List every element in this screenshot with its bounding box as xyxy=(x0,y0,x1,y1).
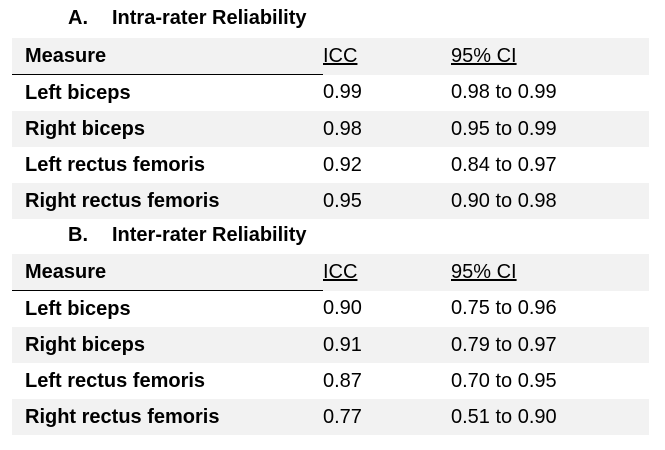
intra-rater-table: Measure ICC 95% CI Left biceps 0.99 0.98… xyxy=(12,38,649,219)
table-row: Left rectus femoris 0.87 0.70 to 0.95 xyxy=(12,363,649,399)
row-measure: Right biceps xyxy=(25,333,146,356)
row-icc: 0.87 xyxy=(323,369,362,392)
section-a-letter: A. xyxy=(68,7,88,29)
header-icc-cell: ICC xyxy=(323,254,451,291)
row-measure: Right biceps xyxy=(25,117,146,140)
table-row: Right rectus femoris 0.95 0.90 to 0.98 xyxy=(12,183,649,219)
header-measure: Measure xyxy=(25,260,107,283)
row-ci: 0.95 to 0.99 xyxy=(451,117,557,140)
row-ci: 0.79 to 0.97 xyxy=(451,333,557,356)
table-header-row: Measure ICC 95% CI xyxy=(12,38,649,75)
row-icc: 0.98 xyxy=(323,117,362,140)
row-measure: Right rectus femoris xyxy=(25,189,220,212)
row-ci: 0.51 to 0.90 xyxy=(451,405,557,428)
header-ci-cell: 95% CI xyxy=(451,254,649,291)
table-row: Left rectus femoris 0.92 0.84 to 0.97 xyxy=(12,147,649,183)
header-icc-cell: ICC xyxy=(323,38,451,75)
row-icc: 0.99 xyxy=(323,81,362,104)
row-ci: 0.84 to 0.97 xyxy=(451,153,557,176)
header-icc: ICC xyxy=(323,44,358,67)
row-measure: Left rectus femoris xyxy=(25,153,206,176)
header-ci: 95% CI xyxy=(451,260,517,283)
row-measure: Left biceps xyxy=(25,81,131,104)
table-header-row: Measure ICC 95% CI xyxy=(12,254,649,291)
header-measure-cell: Measure xyxy=(12,38,323,75)
row-ci: 0.90 to 0.98 xyxy=(451,189,557,212)
row-icc: 0.91 xyxy=(323,333,362,356)
header-ci: 95% CI xyxy=(451,44,517,67)
table-row: Left biceps 0.90 0.75 to 0.96 xyxy=(12,291,649,328)
inter-rater-table: Measure ICC 95% CI Left biceps 0.90 0.75… xyxy=(12,254,649,435)
header-measure-cell: Measure xyxy=(12,254,323,291)
row-measure: Left rectus femoris xyxy=(25,369,206,392)
row-icc: 0.90 xyxy=(323,297,362,320)
row-icc: 0.92 xyxy=(323,153,362,176)
row-ci: 0.98 to 0.99 xyxy=(451,81,557,104)
row-ci: 0.75 to 0.96 xyxy=(451,297,557,320)
section-a-title-text: Intra-rater Reliability xyxy=(112,7,307,29)
header-icc: ICC xyxy=(323,260,358,283)
section-b-title: B. Inter-rater Reliability xyxy=(68,224,307,247)
section-a-title: A. Intra-rater Reliability xyxy=(68,7,307,30)
section-b-letter: B. xyxy=(68,224,88,246)
table-row: Right biceps 0.91 0.79 to 0.97 xyxy=(12,327,649,363)
row-measure: Right rectus femoris xyxy=(25,405,220,428)
row-icc: 0.77 xyxy=(323,405,362,428)
row-measure: Left biceps xyxy=(25,297,131,320)
row-ci: 0.70 to 0.95 xyxy=(451,369,557,392)
table-row: Right rectus femoris 0.77 0.51 to 0.90 xyxy=(12,399,649,435)
header-ci-cell: 95% CI xyxy=(451,38,649,75)
header-measure: Measure xyxy=(25,44,107,67)
row-icc: 0.95 xyxy=(323,189,362,212)
table-row: Right biceps 0.98 0.95 to 0.99 xyxy=(12,111,649,147)
table-row: Left biceps 0.99 0.98 to 0.99 xyxy=(12,75,649,112)
section-b-title-text: Inter-rater Reliability xyxy=(112,224,307,246)
